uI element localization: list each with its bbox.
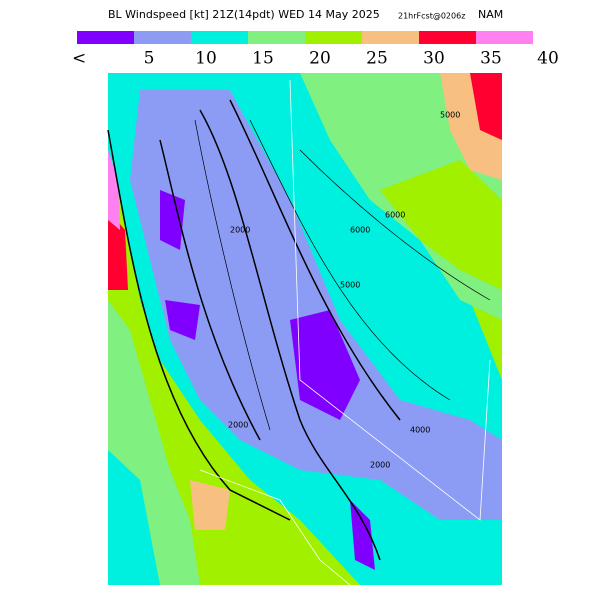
field-region xyxy=(380,160,502,290)
scale-label: 40 xyxy=(537,49,559,69)
map: 5000 2000 6000 5000 6000 2000 4000 2000 xyxy=(107,73,502,586)
field-region xyxy=(108,210,128,290)
color-swatch xyxy=(77,31,134,44)
contour-label: 2000 xyxy=(370,461,390,470)
scale-label: 25 xyxy=(366,49,388,69)
contour-label: 2000 xyxy=(228,421,248,430)
field-region xyxy=(470,73,502,140)
color-swatch xyxy=(305,31,362,44)
scale-label: 5 xyxy=(144,49,155,69)
scale-label: 35 xyxy=(480,49,502,69)
state-boundary xyxy=(199,79,491,586)
contour-line xyxy=(194,119,491,431)
color-scale: <5 10 15 20 25 30 35 40 xyxy=(72,31,559,69)
contour-label: 4000 xyxy=(410,426,430,435)
field-region xyxy=(190,480,230,530)
contour-label: 2000 xyxy=(230,226,250,235)
contour-line xyxy=(107,99,401,561)
field-region xyxy=(130,90,502,520)
color-swatch xyxy=(134,31,191,44)
color-swatch xyxy=(476,31,533,44)
color-swatch xyxy=(191,31,248,44)
scale-label: 15 xyxy=(252,49,274,69)
color-swatch xyxy=(419,31,476,44)
field-region xyxy=(108,150,120,230)
contour-label: 6000 xyxy=(385,211,405,220)
field-region xyxy=(108,450,160,585)
model-name: NAM xyxy=(478,8,503,21)
forecast-time: 21hrFcst@0206z xyxy=(398,12,465,21)
scale-label: 30 xyxy=(423,49,445,69)
color-swatch xyxy=(248,31,305,44)
contour-label: 6000 xyxy=(350,226,370,235)
scale-label: < xyxy=(72,49,86,69)
contour-label: 5000 xyxy=(340,281,360,290)
scale-label: 20 xyxy=(309,49,331,69)
title: BL Windspeed [kt] 21Z(14pdt) WED 14 May … xyxy=(108,8,380,21)
color-swatch xyxy=(362,31,419,44)
contour-label: 5000 xyxy=(440,111,460,120)
scale-label: 10 xyxy=(195,49,217,69)
